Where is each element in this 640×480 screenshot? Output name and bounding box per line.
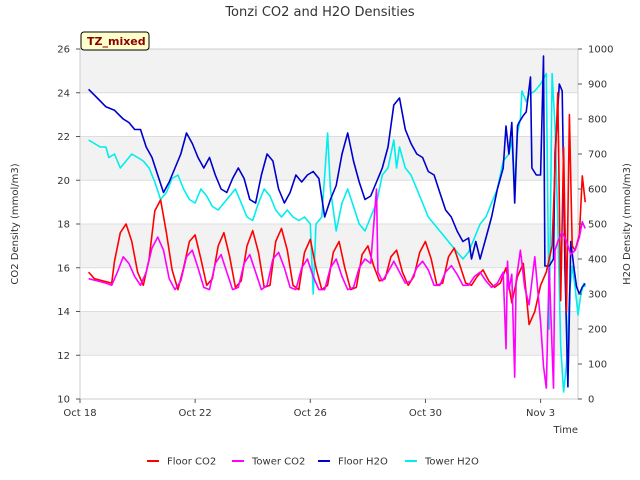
badge-text: TZ_mixed bbox=[87, 35, 146, 48]
left-tick-label: 14 bbox=[57, 307, 70, 318]
left-tick-label: 24 bbox=[57, 88, 70, 99]
legend: Floor CO2 Tower CO2 Floor H2O Tower H2O bbox=[147, 457, 479, 468]
right-tick-label: 800 bbox=[588, 115, 607, 126]
left-tick-label: 16 bbox=[57, 263, 70, 274]
right-tick-label: 400 bbox=[588, 255, 607, 266]
left-tick-label: 10 bbox=[57, 395, 70, 406]
right-tick-label: 700 bbox=[588, 150, 607, 161]
left-tick-label: 26 bbox=[57, 45, 70, 56]
plot-band bbox=[80, 224, 578, 268]
right-tick-label: 900 bbox=[588, 80, 607, 91]
right-tick-label: 500 bbox=[588, 220, 607, 231]
left-tick-label: 12 bbox=[57, 351, 70, 362]
chart-title: Tonzi CO2 and H2O Densities bbox=[224, 5, 415, 20]
bottom-tick-label: Nov 3 bbox=[526, 408, 555, 419]
bottom-axis: Oct 18 Oct 22 Oct 26 Oct 30 Nov 3 bbox=[63, 399, 555, 419]
series-line-floor-co2 bbox=[87, 92, 586, 326]
left-tick-label: 22 bbox=[57, 132, 70, 143]
bottom-tick-label: Oct 22 bbox=[179, 408, 212, 419]
legend-label-tower-co2: Tower CO2 bbox=[251, 457, 305, 468]
legend-label-tower-h2o: Tower H2O bbox=[424, 457, 479, 468]
plot-band bbox=[80, 311, 578, 356]
right-tick-label: 1000 bbox=[588, 45, 613, 56]
bottom-tick-label: Oct 26 bbox=[294, 408, 327, 419]
plot-band bbox=[80, 49, 578, 93]
left-tick-label: 20 bbox=[57, 176, 70, 187]
right-tick-label: 200 bbox=[588, 325, 607, 336]
left-axis: 10 12 14 16 18 20 22 24 26 bbox=[57, 45, 80, 406]
plot-background-bands bbox=[80, 49, 578, 356]
legend-label-floor-h2o: Floor H2O bbox=[338, 457, 388, 468]
right-tick-label: 600 bbox=[588, 185, 607, 196]
series-line-tower-co2 bbox=[88, 188, 586, 389]
bottom-tick-label: Oct 30 bbox=[409, 408, 442, 419]
x-axis-label: Time bbox=[553, 425, 578, 436]
left-tick-label: 18 bbox=[57, 220, 70, 231]
y-axis-right-label: H2O Density (mmol/m3) bbox=[622, 163, 633, 285]
series-line-floor-h2o bbox=[88, 55, 586, 388]
right-axis: 0 100 200 300 400 500 600 700 800 900 1000 bbox=[578, 45, 613, 406]
right-tick-label: 300 bbox=[588, 290, 607, 301]
right-tick-label: 0 bbox=[588, 395, 594, 406]
mixed-badge: TZ_mixed bbox=[80, 31, 150, 51]
series-layer bbox=[87, 55, 586, 393]
right-tick-label: 100 bbox=[588, 360, 607, 371]
bottom-tick-label: Oct 18 bbox=[63, 408, 96, 419]
legend-label-floor-co2: Floor CO2 bbox=[167, 457, 216, 468]
y-axis-left-label: CO2 Density (mmol/m3) bbox=[10, 163, 21, 284]
